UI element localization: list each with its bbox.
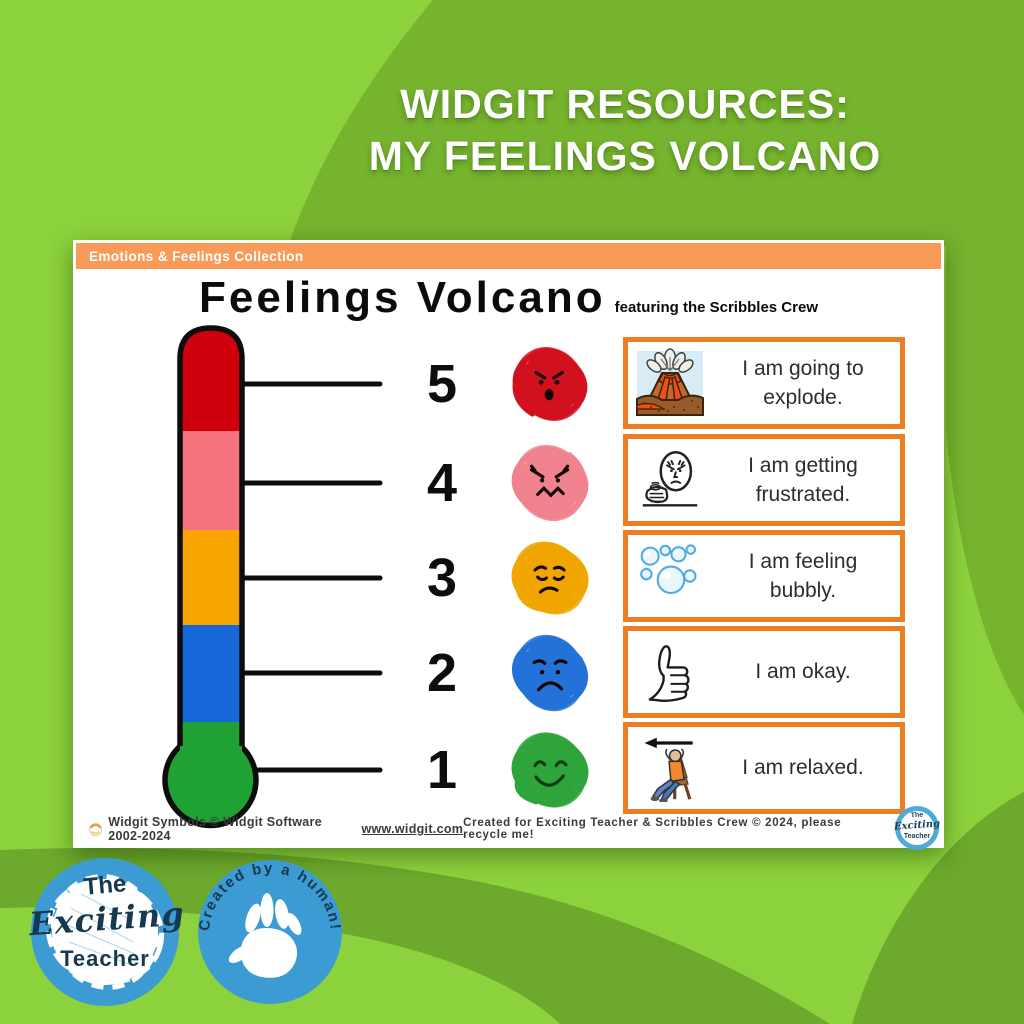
mini-badge-teacher: Teacher (903, 833, 931, 840)
worksheet-title-row: Feelings Volcano featuring the Scribbles… (73, 273, 944, 323)
scribble-face-green-relaxed (511, 732, 589, 808)
exciting-teacher-badge: The Exciting Teacher (28, 856, 186, 1008)
handprint-icon (228, 893, 302, 978)
level-number-4: 4 (426, 453, 458, 513)
symbol-wrap (628, 639, 712, 705)
symbol-wrap (628, 542, 712, 610)
statement-text: I am going to explode. (742, 356, 864, 409)
widgit-link[interactable]: www.widgit.com (361, 822, 464, 836)
scribble-face-blue-worried (511, 634, 589, 712)
background-wave-bottom-left (0, 848, 830, 1024)
thermometer-segments (180, 328, 242, 760)
worksheet-subtitle: featuring the Scribbles Crew (614, 299, 818, 316)
thermometer-tube-outline (177, 325, 245, 746)
level-number-2: 2 (426, 643, 458, 703)
bubbles-icon (640, 544, 697, 595)
widgit-copyright: Widgit Symbols © Widgit Software 2002-20… (108, 815, 322, 843)
badge-teacher: Teacher (60, 946, 150, 971)
mini-badge-circle (895, 806, 939, 850)
level-number-5: 5 (426, 354, 458, 414)
created-by-human-badge-graphic: Created by a human! (196, 860, 342, 1004)
symbol-wrap (628, 347, 712, 419)
scribble-face-pink-frustrated (511, 444, 589, 522)
scribble-face-red-angry (512, 347, 588, 421)
collection-header-bar: Emotions & Feelings Collection (76, 243, 941, 269)
exciting-teacher-badge-graphic (31, 858, 179, 1006)
statement-box-level1: I am relaxed. (623, 722, 905, 814)
page-title-line2: MY FEELINGS VOLCANO (368, 133, 882, 179)
statement-text: I am getting frustrated. (748, 453, 858, 506)
worksheet-title: Feelings Volcano (199, 273, 606, 322)
widgit-logo-icon (89, 822, 102, 836)
background-swoosh-top-right (288, 0, 1024, 715)
created-by-human-badge: Created by a human! (196, 858, 344, 1006)
statement-box-level3: I am feeling bubbly. (623, 530, 905, 622)
symbol-wrap (628, 734, 712, 802)
worksheet-footer: Widgit Symbols © Widgit Software 2002-20… (89, 815, 930, 843)
worksheet-card: Emotions & Feelings Collection Feelings … (73, 240, 944, 851)
statement-text: I am relaxed. (742, 756, 864, 780)
exciting-teacher-mini-badge: The Exciting Teacher (894, 805, 940, 851)
symbol-wrap (628, 445, 712, 515)
statement-text: I am feeling bubbly. (748, 549, 858, 602)
thumbs-up-icon (648, 645, 690, 702)
frustrated-face-fist-icon (642, 451, 698, 507)
footer-left: Widgit Symbols © Widgit Software 2002-20… (89, 815, 463, 843)
statement-text: I am okay. (755, 660, 851, 684)
level-number-1: 1 (426, 740, 458, 800)
volcano-erupting-icon (636, 348, 704, 416)
thermometer-bulb (162, 731, 259, 829)
statement-box-level5: I am going to explode. (623, 337, 905, 429)
page-title-line1: WIDGIT RESOURCES: (400, 81, 850, 127)
relaxed-person-arrow-icon (644, 737, 693, 802)
collection-label: Emotions & Feelings Collection (89, 248, 304, 264)
footer-right: Created for Exciting Teacher & Scribbles… (463, 817, 842, 841)
scribble-face-yellow-weary (511, 541, 589, 615)
level-number-3: 3 (426, 548, 458, 608)
thermometer-tick-lines (204, 381, 383, 773)
statement-box-level4: I am getting frustrated. (623, 434, 905, 526)
background-blob-bottom-right (852, 792, 1024, 1024)
page-title: WIDGIT RESOURCES: MY FEELINGS VOLCANO (360, 78, 890, 182)
statement-box-level2: I am okay. (623, 626, 905, 718)
